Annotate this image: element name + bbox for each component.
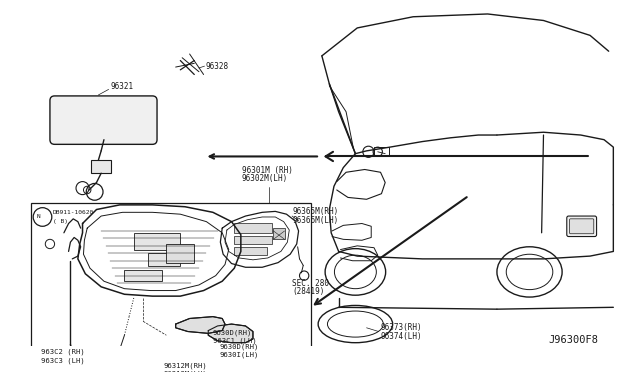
Text: DB911-10620: DB911-10620 [52, 210, 94, 215]
Text: 96365M(RH): 96365M(RH) [292, 207, 339, 216]
Bar [148, 253, 180, 266]
Bar [134, 233, 180, 250]
Bar [273, 228, 285, 239]
Text: N: N [37, 215, 41, 219]
Text: 96321: 96321 [111, 82, 134, 91]
Bar [166, 244, 195, 263]
Text: 96312M(RH): 96312M(RH) [164, 363, 207, 369]
Text: 96313M(LH): 96313M(LH) [164, 370, 207, 372]
FancyBboxPatch shape [570, 219, 594, 234]
Bar [234, 224, 271, 233]
Text: 9630I(LH): 9630I(LH) [220, 352, 259, 358]
Text: 9630D(RH): 9630D(RH) [220, 343, 259, 350]
Text: 963C1 (LH): 963C1 (LH) [213, 337, 257, 344]
Text: (28419): (28419) [292, 287, 324, 296]
Text: 96374(LH): 96374(LH) [381, 332, 422, 341]
Bar [160, 350, 195, 371]
Bar [374, 147, 389, 155]
Text: 96328: 96328 [205, 62, 228, 71]
Text: 96302M(LH): 96302M(LH) [242, 174, 288, 183]
Text: ( B): ( B) [52, 219, 68, 224]
Polygon shape [208, 324, 253, 343]
FancyBboxPatch shape [50, 96, 157, 144]
Text: SEC. 280: SEC. 280 [292, 279, 329, 288]
Text: 96373(RH): 96373(RH) [381, 323, 422, 332]
Bar [31, 203, 310, 372]
Bar [162, 353, 193, 360]
Bar [78, 354, 99, 363]
Text: 963C3 (LH): 963C3 (LH) [40, 357, 84, 364]
Text: 9630D(RH): 9630D(RH) [213, 329, 252, 336]
Text: J96300F8: J96300F8 [548, 335, 598, 345]
Bar [73, 349, 103, 368]
Bar [234, 235, 271, 244]
Polygon shape [175, 317, 225, 333]
Bar [124, 270, 162, 281]
FancyBboxPatch shape [567, 216, 596, 237]
Text: 963C2 (RH): 963C2 (RH) [40, 349, 84, 355]
Bar [234, 247, 267, 255]
Bar [91, 160, 111, 173]
Text: 96301M (RH): 96301M (RH) [242, 166, 292, 175]
Text: 96366M(LH): 96366M(LH) [292, 216, 339, 225]
